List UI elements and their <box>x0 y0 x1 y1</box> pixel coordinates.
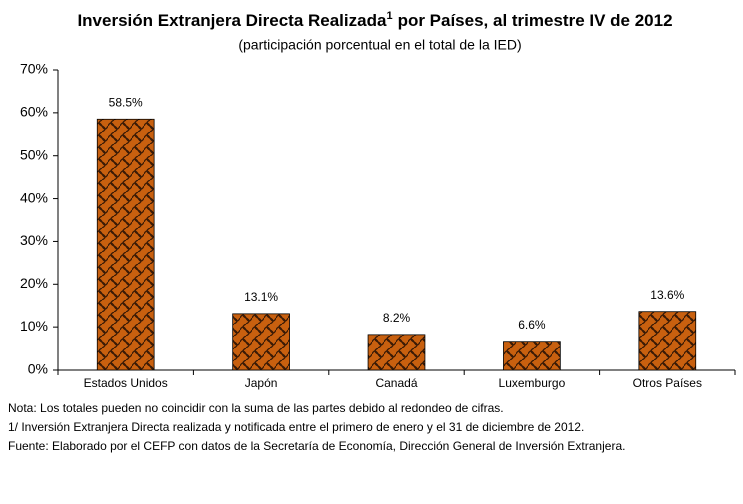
y-tick-label: 10% <box>20 318 48 334</box>
notes: Nota: Los totales pueden no coincidir co… <box>8 400 734 457</box>
y-tick-label: 40% <box>20 189 48 205</box>
y-tick-label: 30% <box>20 232 48 248</box>
bar <box>232 313 290 371</box>
title-main: Inversión Extranjera Directa Realizada <box>77 11 387 30</box>
y-tick-label: 70% <box>20 61 48 77</box>
value-label: 13.6% <box>650 288 684 302</box>
y-tick-label: 50% <box>20 146 48 162</box>
y-tick-label: 0% <box>28 361 48 377</box>
bar <box>367 334 426 371</box>
chart-title: Inversión Extranjera Directa Realizada1 p… <box>77 10 672 31</box>
bar <box>503 341 561 371</box>
x-tick-label: Luxemburgo <box>499 376 566 390</box>
value-label: 8.2% <box>383 311 411 325</box>
x-tick-label: Japón <box>245 376 278 390</box>
note: Nota: Los totales pueden no coincidir co… <box>8 401 504 415</box>
x-tick-label: Estados Unidos <box>84 376 168 390</box>
note: Fuente: Elaborado por el CEFP con datos … <box>8 439 626 453</box>
value-label: 58.5% <box>109 95 143 109</box>
x-tick-label: Otros Países <box>633 376 702 390</box>
value-label: 6.6% <box>518 318 546 332</box>
title-rest: por Países, al trimestre IV de 2012 <box>398 11 673 30</box>
y-tick-label: 20% <box>20 275 48 291</box>
bar <box>96 118 155 371</box>
chart-subtitle: (participación porcentual en el total de… <box>238 37 521 53</box>
chart: Inversión Extranjera Directa Realizada1 p… <box>20 10 736 390</box>
y-tick-label: 60% <box>20 104 48 120</box>
note: 1/ Inversión Extranjera Directa realizad… <box>8 420 585 434</box>
value-label: 13.1% <box>244 290 278 304</box>
bar <box>638 311 697 371</box>
x-tick-label: Canadá <box>375 376 417 390</box>
title-superscript: 1 <box>386 10 392 22</box>
